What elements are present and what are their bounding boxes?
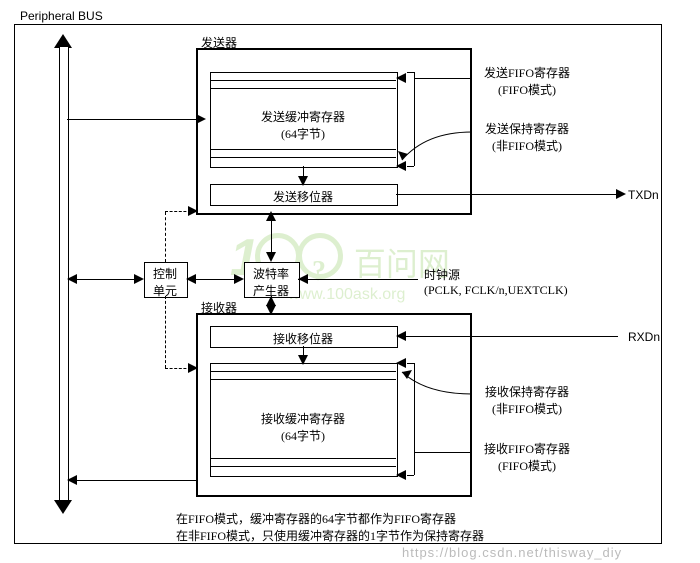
rxdn-arrow	[396, 331, 406, 341]
clock-src-label: 时钟源(PCLK, FCLK/n,UEXTCLK)	[424, 266, 568, 298]
tx-buffer-label: 发送缓冲寄存器(64字节)	[210, 108, 396, 142]
diagram-canvas: { "labels": { "peripheral_bus": "Periphe…	[0, 0, 700, 563]
tx-shifter-label: 发送移位器	[210, 188, 396, 205]
source-url: https://blog.csdn.net/thisway_diy	[402, 545, 622, 560]
txdn-line	[396, 194, 618, 195]
baud-gen-label: 波特率产生器	[244, 265, 298, 299]
tx-hold-pointer	[396, 130, 476, 166]
footer-text: 在FIFO模式，缓冲寄存器的64字节都作为FIFO寄存器 在非FIFO模式，只使…	[176, 510, 484, 544]
tx-hold-reg-label: 发送保持寄存器(非FIFO模式)	[472, 120, 582, 154]
tx-fifo-reg-label: 发送FIFO寄存器(FIFO模式)	[472, 64, 582, 98]
rx-shifter-label: 接收移位器	[210, 330, 396, 347]
txdn-arrow	[616, 189, 626, 199]
bus-arrow-bottom	[54, 500, 72, 514]
peripheral-bus-label: Peripheral BUS	[20, 9, 103, 23]
rx-fifo-reg-label: 接收FIFO寄存器(FIFO模式)	[472, 440, 582, 474]
rx-hold-reg-label: 接收保持寄存器(非FIFO模式)	[472, 383, 582, 417]
txdn-label: TXDn	[628, 188, 659, 202]
rx-hold-pointer	[396, 370, 476, 400]
rxdn-line	[406, 336, 618, 337]
control-unit-label: 控制单元	[144, 265, 186, 299]
bus-arrow-top	[54, 34, 72, 48]
rx-buffer-label: 接收缓冲寄存器(64字节)	[210, 410, 396, 444]
rxdn-label: RXDn	[628, 330, 660, 344]
